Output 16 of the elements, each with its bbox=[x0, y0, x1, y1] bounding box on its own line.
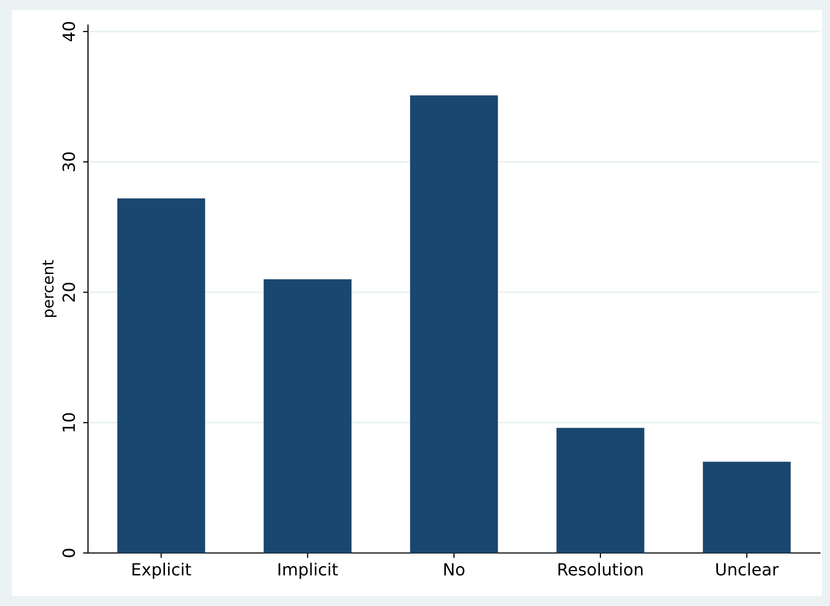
bar bbox=[556, 428, 644, 553]
y-tick-label: 30 bbox=[62, 152, 76, 172]
y-tick-label: 20 bbox=[62, 282, 76, 302]
y-axis-title: percent bbox=[42, 260, 57, 317]
x-tick-label: Resolution bbox=[558, 562, 643, 576]
bar bbox=[410, 95, 498, 553]
y-tick-label: 40 bbox=[62, 22, 76, 42]
y-tick-label: 10 bbox=[62, 413, 76, 432]
x-tick-label: Explicit bbox=[132, 562, 192, 579]
x-tick-label: Implicit bbox=[278, 562, 338, 579]
x-tick-label: No bbox=[444, 563, 464, 576]
bar bbox=[702, 462, 791, 553]
bar bbox=[264, 279, 352, 553]
x-tick-label: Unclear bbox=[716, 562, 779, 576]
y-tick-label: 0 bbox=[62, 548, 76, 558]
bar bbox=[117, 198, 206, 553]
